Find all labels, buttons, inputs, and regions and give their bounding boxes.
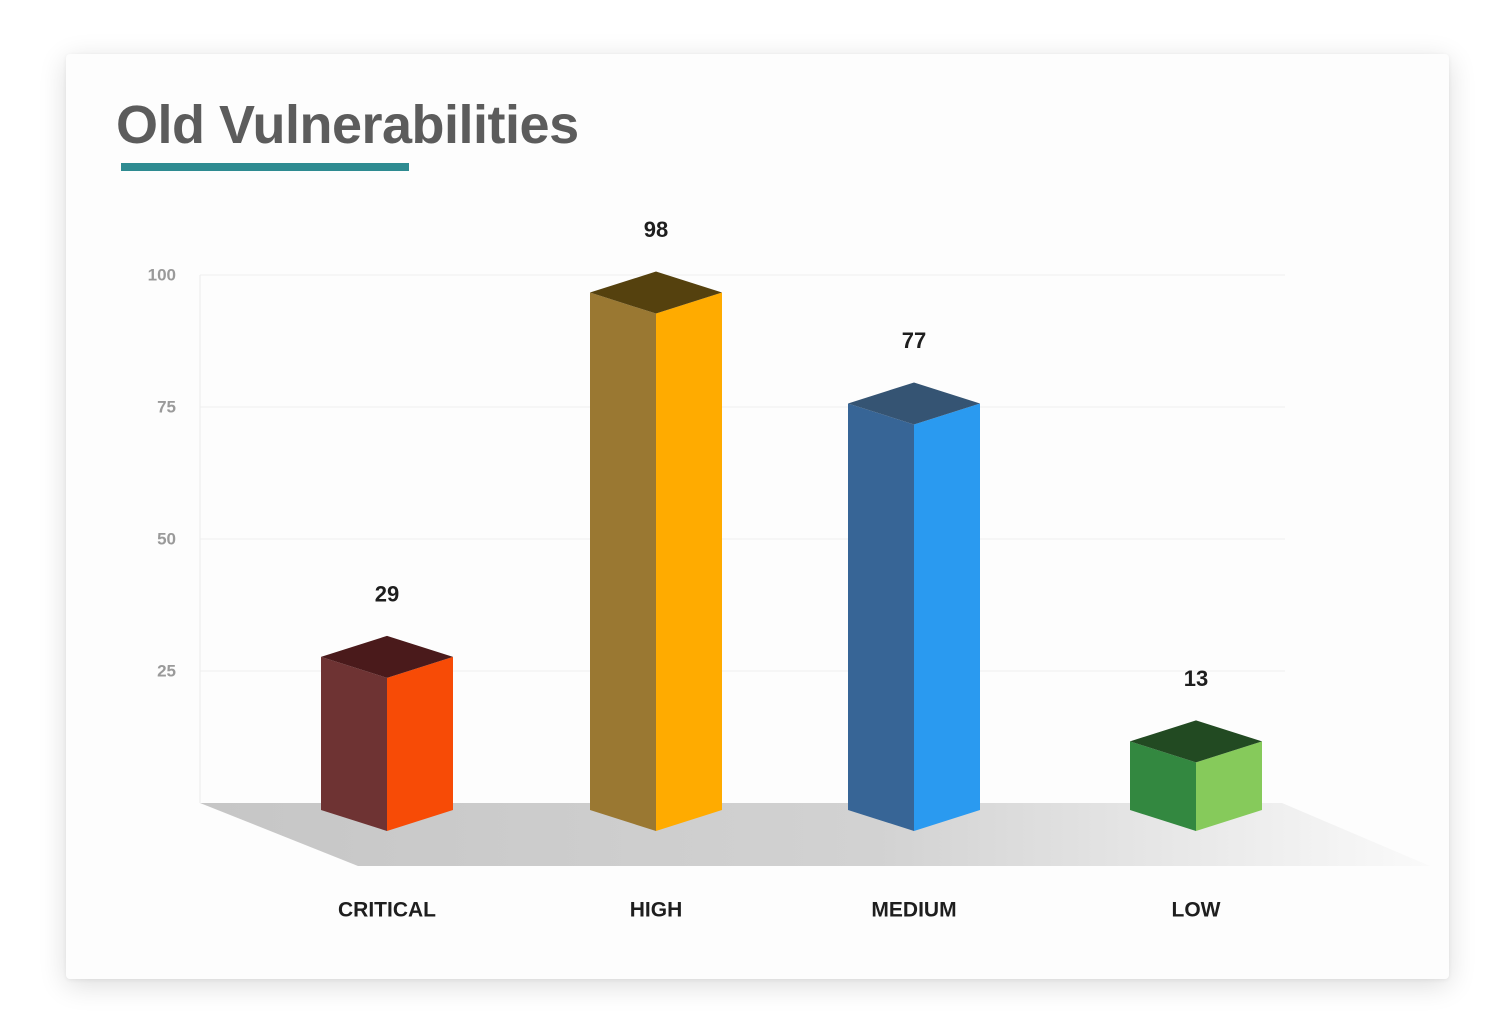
bar-medium [848, 382, 980, 831]
y-tick-label: 100 [148, 266, 176, 285]
chart-floor [200, 803, 1430, 866]
value-label: 77 [902, 328, 926, 353]
title-underline [121, 163, 409, 171]
chart-title: Old Vulnerabilities [116, 95, 579, 155]
bar-top-face [590, 271, 722, 314]
bar-left-face [321, 656, 387, 831]
category-label: CRITICAL [338, 899, 436, 922]
bar-right-face [387, 656, 453, 831]
y-tick-label: 25 [157, 662, 176, 681]
bar-right-face [656, 292, 722, 831]
y-tick-label: 50 [157, 530, 176, 549]
bar-right-face [914, 403, 980, 831]
bar-high [590, 271, 722, 831]
y-axis: 25 50 75 100 [148, 266, 201, 803]
bar-top-face [1130, 720, 1262, 763]
category-label: HIGH [630, 899, 683, 922]
y-tick-label: 75 [157, 398, 176, 417]
bar-low [1130, 720, 1262, 831]
bar-left-face [1130, 741, 1196, 831]
bar-top-face [321, 635, 453, 678]
value-label: 29 [375, 581, 399, 606]
value-label: 13 [1184, 666, 1208, 691]
value-label: 98 [644, 217, 668, 242]
category-label: MEDIUM [871, 899, 956, 922]
chart-floor-plane [200, 803, 1430, 866]
bar-left-face [590, 292, 656, 831]
bar-critical [321, 635, 453, 831]
bar-top-face [848, 382, 980, 425]
category-label: LOW [1172, 899, 1221, 922]
bar-left-face [848, 403, 914, 831]
labels: 29 CRITICAL 98 HIGH 77 MEDIUM 13 LOW [338, 217, 1221, 921]
grid-lines [200, 274, 1285, 672]
bar-right-face [1196, 741, 1262, 831]
bars [321, 271, 1262, 831]
